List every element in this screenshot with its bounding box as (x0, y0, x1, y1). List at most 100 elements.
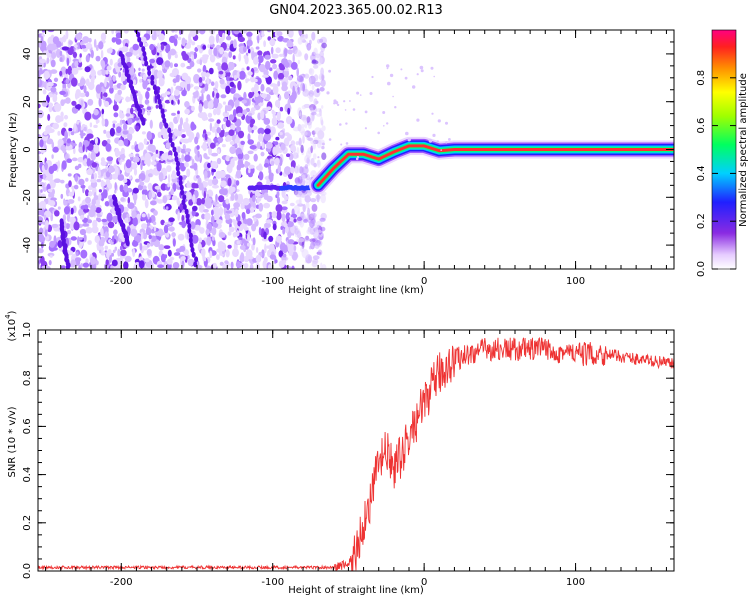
heatmap-cell (227, 30, 231, 36)
x-tick-label: 0 (421, 276, 427, 287)
heatmap-cell (95, 207, 102, 214)
heatmap-cell (152, 191, 156, 198)
heatmap-cell (263, 162, 269, 168)
heatmap-cell (72, 51, 78, 59)
colorbar-label: Normalized spectral amplitude (738, 73, 749, 227)
heatmap-cell (307, 220, 314, 224)
heatmap-cell (53, 235, 57, 245)
heatmap-cell (237, 80, 242, 91)
heatmap-cell (100, 32, 107, 41)
heatmap-cell (286, 153, 291, 157)
heatmap-cell (112, 104, 119, 112)
heatmap-cell (138, 67, 141, 72)
heatmap-cell (153, 89, 158, 96)
heatmap-cell (98, 97, 102, 107)
heatmap-cell (122, 130, 129, 135)
heatmap-cell (132, 216, 138, 227)
heatmap-cell (225, 249, 230, 258)
heatmap-cell (214, 81, 219, 90)
heatmap-cell (197, 177, 202, 186)
heatmap-cell (210, 161, 218, 169)
heatmap-cell (250, 107, 256, 112)
heatmap-cell (252, 195, 256, 203)
snr-frame (37, 329, 675, 572)
heatmap-cell (273, 141, 279, 146)
heatmap-cell (208, 48, 213, 56)
heatmap-cell (152, 221, 157, 226)
heatmap-cell (308, 246, 312, 250)
heatmap-cell (179, 184, 184, 191)
heatmap-cell (284, 91, 290, 100)
heatmap-cell (149, 43, 155, 51)
heatmap-cell (52, 122, 59, 130)
heatmap-cell (169, 48, 177, 56)
heatmap-cell (114, 166, 119, 176)
heatmap-cell (93, 108, 99, 116)
heatmap-cell (64, 130, 68, 140)
heatmap-cell (392, 95, 394, 98)
heatmap-cell (314, 127, 322, 135)
heatmap-cell (55, 48, 62, 59)
heatmap-cell (185, 117, 189, 123)
heatmap-cell (172, 238, 176, 247)
heatmap-cell (207, 44, 211, 49)
heatmap-cell (102, 189, 108, 199)
heatmap-cell (263, 192, 269, 200)
heatmap-cell (66, 158, 72, 163)
heatmap-cell (296, 75, 304, 82)
heatmap-cell (308, 94, 314, 102)
heatmap-cell (187, 258, 194, 267)
heatmap-cell (230, 124, 236, 131)
heatmap-cell (67, 45, 74, 56)
heatmap-cell (209, 250, 213, 259)
heatmap-cell (191, 234, 199, 244)
heatmap-cell (232, 219, 235, 223)
heatmap-cell (38, 235, 46, 243)
heatmap-cell (282, 228, 286, 235)
heatmap-cell (246, 218, 253, 226)
heatmap-cell (260, 83, 265, 92)
heatmap-cell (43, 265, 51, 269)
heatmap-cell (88, 190, 93, 197)
heatmap-cell (156, 93, 161, 100)
heatmap-cell (193, 94, 197, 99)
heatmap-cell (153, 226, 157, 232)
heatmap-cell (253, 78, 258, 83)
heatmap-cell (171, 134, 176, 141)
heatmap-cell (352, 108, 356, 111)
heatmap-cell (80, 184, 86, 189)
heatmap-cell (38, 141, 40, 149)
heatmap-cell (248, 168, 251, 174)
heatmap-cell (165, 232, 170, 238)
heatmap-cell (276, 211, 282, 221)
heatmap-cell (285, 225, 289, 234)
heatmap-cell (160, 108, 165, 115)
heatmap-cell (59, 57, 63, 62)
heatmap-cell (85, 258, 89, 264)
heatmap-cell (185, 213, 190, 220)
heatmap-cell (181, 134, 186, 138)
heatmap-cell (277, 72, 285, 80)
heatmap-cell (230, 192, 235, 201)
heatmap-cell (160, 127, 168, 136)
heatmap-cell (236, 71, 240, 79)
heatmap-cell (170, 172, 177, 180)
heatmap-cell (123, 30, 129, 34)
heatmap-cell (225, 104, 233, 112)
heatmap-cell (50, 69, 58, 74)
heatmap-cell (320, 79, 326, 88)
heatmap-cell (171, 30, 175, 33)
heatmap-cell (276, 190, 280, 198)
heatmap-cell (292, 152, 299, 160)
heatmap-cell (181, 89, 187, 97)
heatmap-cell (276, 196, 280, 205)
heatmap-cell (169, 62, 173, 69)
heatmap-cell (174, 63, 178, 68)
heatmap-cell (229, 61, 235, 71)
heatmap-cell (254, 83, 259, 93)
heatmap-cell (185, 218, 190, 225)
heatmap-cell (175, 165, 180, 172)
heatmap-cell (90, 151, 97, 161)
heatmap-cell (265, 87, 272, 93)
heatmap-cell (186, 41, 191, 49)
